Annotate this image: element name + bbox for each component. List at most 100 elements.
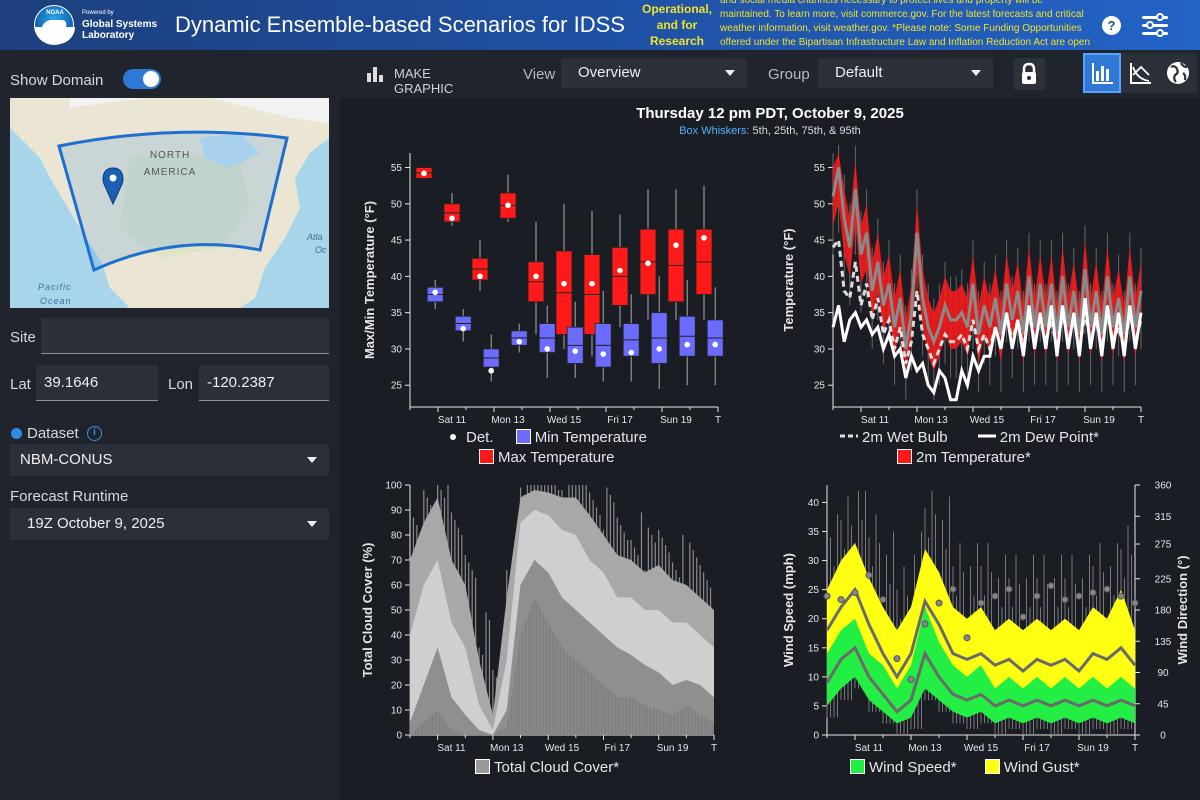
- line-chart-icon: [1130, 63, 1151, 84]
- legend-min[interactable]: Min Temperature: [515, 429, 647, 446]
- wind-direction-point: [1033, 592, 1041, 600]
- app-header: NOAA Powered by Global Systems Laborator…: [0, 0, 1200, 50]
- group-select[interactable]: Default: [818, 58, 993, 88]
- slider-knob: [1156, 13, 1164, 21]
- y-tick-label: 30: [814, 344, 826, 355]
- map-label-ocean: Ocean: [40, 296, 72, 306]
- slider-knob: [1146, 21, 1154, 29]
- x-tick-label: Wed 15: [970, 415, 1005, 425]
- wind-direction-point: [1117, 592, 1125, 600]
- min-temp-det-point: [488, 367, 494, 374]
- lat-input[interactable]: [36, 365, 158, 401]
- group-label: Group: [768, 66, 810, 83]
- cloud-cover-chart[interactable]: 0 10 20 30 40 50 60 70 80 90 100 Sat 11 Mon 13 Wed 15…: [352, 475, 732, 755]
- line-view-button[interactable]: [1121, 53, 1159, 93]
- dataset-select[interactable]: NBM-CONUS: [10, 444, 329, 476]
- wind-direction-point: [935, 599, 943, 607]
- legend-2m-temp-label: 2m Temperature*: [916, 449, 1031, 466]
- y2-tick-label: 225: [1155, 574, 1172, 585]
- map-svg: NORTH AMERICA Pacific Ocean Atla Oc: [10, 98, 329, 308]
- y2-tick-label: 45: [1157, 699, 1169, 710]
- make-graphic-button[interactable]: MAKE GRAPHIC: [366, 63, 492, 96]
- y-tick-label: 25: [391, 381, 403, 392]
- temp-swatch: [897, 449, 912, 464]
- dew-point-line: [831, 297, 1143, 402]
- max-temp-det-point: [645, 260, 651, 267]
- max-temp-det-point: [505, 202, 511, 209]
- gsl-logo-text[interactable]: Powered by Global Systems Laboratory: [82, 8, 157, 41]
- legend-wind-speed[interactable]: Wind Speed*: [850, 759, 957, 776]
- x-tick-label: Mon 13: [491, 415, 525, 425]
- group-value: Default: [835, 64, 883, 81]
- show-domain-toggle[interactable]: [123, 69, 161, 89]
- notice-tag: Operational, and for Research: [641, 2, 712, 48]
- legend-wind-gust-label: Wind Gust*: [1003, 759, 1080, 776]
- y-tick-label: 25: [814, 381, 826, 392]
- legend-det-label: Det.: [466, 429, 494, 446]
- y-axis-label: Total Cloud Cover (%): [360, 543, 375, 678]
- map-label-america: AMERICA: [144, 167, 197, 178]
- noaa-logo-text: NOAA: [46, 10, 64, 16]
- settings-sliders-button[interactable]: [1140, 13, 1170, 39]
- y-tick-label: 50: [391, 199, 403, 210]
- x-tick-label: Mon 13: [914, 415, 948, 425]
- max-temp-det-point: [477, 273, 483, 280]
- min-temp-swatch: [515, 429, 531, 444]
- y-tick-label: 40: [391, 272, 403, 283]
- lock-icon: [1022, 62, 1036, 84]
- wind-direction-point: [823, 592, 831, 600]
- lon-input[interactable]: [199, 365, 329, 401]
- wind-chart[interactable]: 0 5 10 15 20 25 30 35 40 Sat 11 Mon 13 Wed 15 Fri 17…: [775, 475, 1195, 755]
- dashed-line-icon: [840, 434, 858, 438]
- y-tick-label: 40: [814, 272, 826, 283]
- bar-chart-icon: [367, 67, 383, 82]
- map-view-button[interactable]: [1159, 53, 1197, 93]
- box-whiskers-label: Box Whiskers:: [679, 125, 750, 137]
- y-tick-label: 35: [391, 308, 403, 319]
- wind-direction-point: [879, 596, 887, 604]
- legend-dew-point[interactable]: 2m Dew Point*: [977, 429, 1099, 446]
- y-tick-label: 0: [396, 731, 402, 742]
- runtime-select[interactable]: 19Z October 9, 2025: [10, 508, 329, 540]
- info-icon[interactable]: i: [87, 426, 102, 441]
- legend-2m-temp[interactable]: 2m Temperature*: [897, 449, 1031, 466]
- legend-cloud[interactable]: Total Cloud Cover*: [475, 759, 619, 776]
- y-tick-label: 30: [808, 556, 820, 567]
- legend-wet-bulb[interactable]: 2m Wet Bulb: [840, 429, 948, 446]
- help-button[interactable]: ?: [1102, 16, 1121, 35]
- legend-temp-box: Det. Min Temperature: [450, 429, 647, 446]
- y-tick-label: 10: [808, 672, 820, 683]
- y-tick-label: 55: [391, 163, 403, 174]
- max-min-temperature-chart[interactable]: 25 30 35 40 45 50 55 Sat 11 Mon 13 Wed 15 Fri 17 Su…: [352, 145, 732, 425]
- map-label-atlantic-ocean: Oc: [315, 245, 327, 255]
- y-tick-label: 40: [808, 498, 820, 509]
- legend-max[interactable]: Max Temperature: [479, 449, 614, 466]
- legend-wind-gust[interactable]: Wind Gust*: [984, 759, 1080, 776]
- legend-dew-point-label: 2m Dew Point*: [999, 429, 1099, 446]
- domain-map[interactable]: NORTH AMERICA Pacific Ocean Atla Oc: [10, 98, 329, 308]
- ice-shape: [70, 98, 329, 123]
- temperature-line-chart[interactable]: 25 30 35 40 45 50 55 Sat 11 Mon 13 Wed 15 Fri 17 Su…: [775, 145, 1155, 425]
- legend-det[interactable]: Det.: [450, 429, 494, 446]
- site-input[interactable]: [41, 318, 329, 354]
- x-tick-label: Fri 17: [1030, 415, 1056, 425]
- min-temp-det-point: [656, 346, 662, 352]
- x-tick-label: Mon 13: [490, 743, 524, 754]
- bar-view-button[interactable]: [1083, 53, 1121, 93]
- lock-button[interactable]: [1013, 58, 1045, 90]
- cloud-inner-band: [410, 510, 714, 735]
- wind-direction-point: [963, 634, 971, 642]
- min-temp-det-point: [600, 351, 606, 357]
- bar-chart-icon: [1092, 63, 1113, 84]
- wind-direction-point: [851, 589, 859, 597]
- y-tick-label: 15: [808, 643, 820, 654]
- min-temp-det-point: [432, 289, 438, 296]
- legend-wind-speed-label: Wind Speed*: [869, 759, 957, 776]
- legend-wind: Wind Speed* Wind Gust*: [850, 759, 1080, 776]
- x-tick-label: T: [1138, 415, 1144, 425]
- view-select[interactable]: Overview: [561, 58, 747, 88]
- slider-knob: [1156, 29, 1164, 37]
- min-temp-det-point: [544, 346, 550, 352]
- noaa-logo[interactable]: NOAA: [34, 5, 75, 45]
- location-pin-icon[interactable]: [102, 167, 124, 206]
